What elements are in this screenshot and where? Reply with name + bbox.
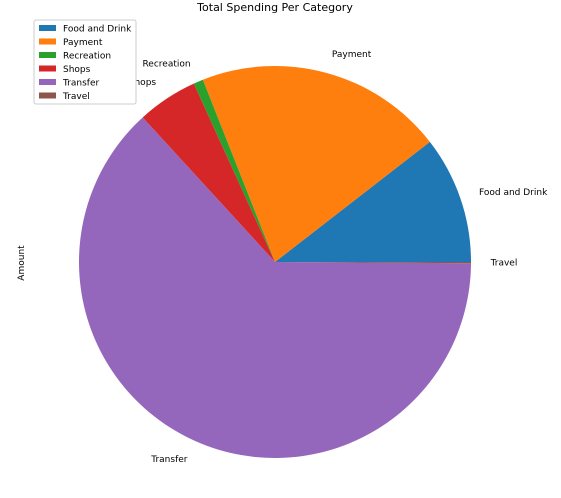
pie-slice-payment bbox=[202, 65, 430, 262]
slice-label-travel: Travel bbox=[490, 259, 518, 269]
chart-title: Total Spending Per Category bbox=[196, 1, 353, 14]
slice-label-transfer: Transfer bbox=[150, 455, 187, 465]
legend-swatch-travel bbox=[39, 92, 56, 99]
legend-swatch-food-and-drink bbox=[39, 25, 56, 31]
slice-labels: Food and Drink Payment Recreation Shops Tran… bbox=[129, 50, 548, 465]
legend-label-shops: Shops bbox=[63, 65, 91, 75]
legend-swatch-recreation bbox=[39, 52, 56, 58]
legend-swatch-shops bbox=[39, 65, 56, 72]
y-axis-label: Amount bbox=[17, 245, 27, 281]
legend-swatch-payment bbox=[39, 38, 56, 45]
pie-slice-recreation bbox=[193, 79, 275, 262]
slice-label-food-and-drink: Food and Drink bbox=[479, 188, 548, 198]
pie-slice-transfer bbox=[79, 117, 472, 458]
legend-label-transfer: Transfer bbox=[62, 79, 99, 89]
pie-slice-travel bbox=[275, 262, 472, 264]
pie-slice-food-and-drink bbox=[275, 141, 471, 262]
legend-label-payment: Payment bbox=[63, 38, 103, 48]
pie-slice-shops bbox=[142, 83, 275, 263]
legend-label-food-and-drink: Food and Drink bbox=[63, 25, 132, 35]
legend-label-recreation: Recreation bbox=[63, 52, 111, 62]
legend: Food and Drink Payment Recreation Shops Tran… bbox=[33, 19, 137, 105]
legend-swatch-transfer bbox=[39, 79, 56, 85]
legend-label-travel: Travel bbox=[62, 92, 90, 102]
legend-frame bbox=[33, 19, 137, 105]
slice-label-payment: Payment bbox=[332, 50, 372, 60]
pie-slices bbox=[79, 65, 472, 458]
slice-label-recreation: Recreation bbox=[142, 60, 190, 70]
slice-label-shops: Shops bbox=[129, 78, 157, 88]
